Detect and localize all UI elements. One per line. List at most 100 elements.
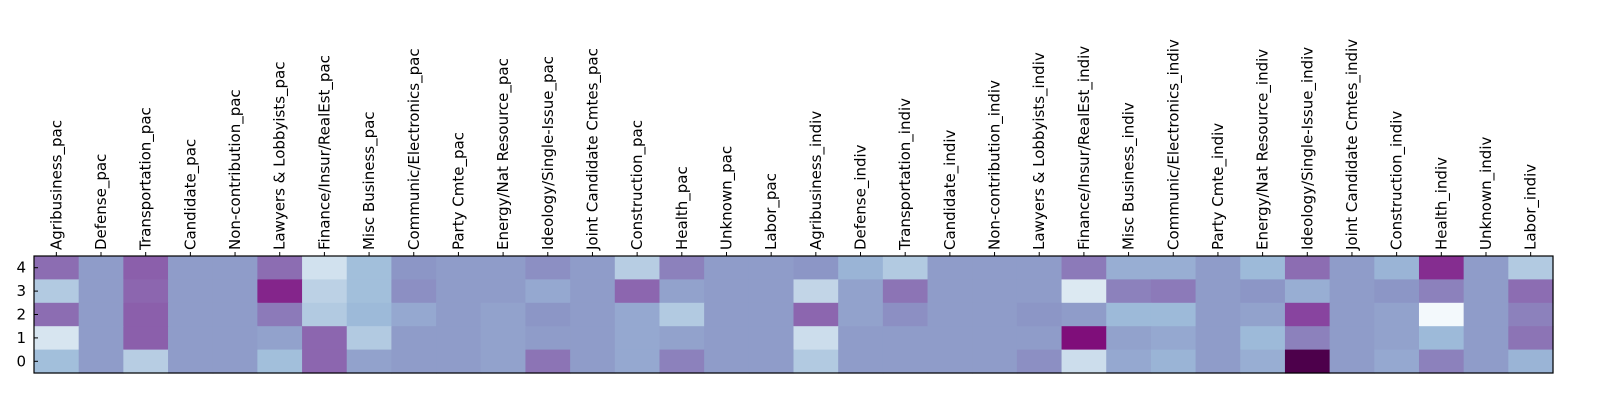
heatmap-cell [570, 302, 616, 327]
y-tick-label: 3 [16, 282, 26, 300]
heatmap-cell [1195, 279, 1241, 304]
heatmap-cell [793, 326, 839, 351]
heatmap-cell [927, 256, 973, 280]
heatmap-cell [882, 302, 929, 327]
heatmap-cell [793, 256, 839, 280]
heatmap-cell [1150, 279, 1197, 304]
heatmap-cell [704, 326, 750, 351]
heatmap-cell [1463, 256, 1509, 280]
x-tick-label: Labor_pac [762, 173, 781, 250]
heatmap-cell [1016, 279, 1063, 304]
heatmap-cell [1374, 302, 1420, 327]
heatmap-cell [1418, 326, 1465, 351]
heatmap-cell [838, 279, 884, 304]
x-tick-label: Joint Candidate Cmtes_indiv [1343, 39, 1362, 251]
heatmap-cell [257, 302, 303, 327]
x-tick-label: Candidate_pac [181, 139, 200, 250]
x-tick-label: Energy/Nat Resource_pac [494, 58, 513, 250]
x-tick-label: Unknown_indiv [1477, 137, 1496, 250]
heatmap-cell [1418, 279, 1465, 304]
heatmap-cell [1508, 349, 1554, 374]
heatmap-cell [257, 349, 303, 374]
heatmap-cell [34, 349, 80, 374]
x-tick-label: Transportation_indiv [896, 98, 915, 251]
heatmap-cell [882, 256, 929, 280]
heatmap-cell [480, 326, 527, 351]
heatmap-cell [838, 256, 884, 280]
heatmap-cell [436, 279, 482, 304]
heatmap-cell [1329, 256, 1375, 280]
heatmap-cell [1508, 279, 1554, 304]
heatmap-cell [1016, 256, 1063, 280]
x-tick-label: Non-contribution_indiv [986, 80, 1005, 250]
heatmap-cell [302, 279, 348, 304]
heatmap-cell [168, 326, 214, 351]
heatmap-cell [972, 349, 1018, 374]
y-ticks: 4 3 2 1 0 [16, 259, 38, 370]
heatmap-cell [1374, 279, 1420, 304]
heatmap-cell [927, 279, 973, 304]
heatmap-cell [972, 256, 1018, 280]
heatmap-cell [614, 326, 661, 351]
heatmap-cell [1463, 326, 1509, 351]
heatmap-cell [659, 349, 705, 374]
heatmap-cell [212, 256, 258, 280]
heatmap-cell [78, 279, 124, 304]
heatmap-cell [1106, 326, 1152, 351]
heatmap-cell [1418, 349, 1465, 374]
heatmap-cell [614, 279, 661, 304]
heatmap-cells [34, 256, 1554, 374]
heatmap-cell [1284, 302, 1331, 327]
heatmap-cell [793, 349, 839, 374]
heatmap-cell [168, 349, 214, 374]
heatmap-cell [1061, 256, 1107, 280]
heatmap-cell [436, 302, 482, 327]
heatmap-cell [1463, 279, 1509, 304]
heatmap-cell [838, 302, 884, 327]
heatmap-cell [1418, 302, 1465, 327]
heatmap-cell [704, 302, 750, 327]
x-tick-label: Joint Candidate Cmtes_pac [583, 48, 602, 251]
heatmap-cell [1508, 302, 1554, 327]
heatmap-cell [1061, 302, 1107, 327]
y-tick-label: 0 [16, 352, 26, 370]
heatmap-cell [346, 256, 393, 280]
heatmap-cell [78, 326, 124, 351]
x-tick-label: Defense_indiv [852, 144, 871, 250]
heatmap-cell [614, 256, 661, 280]
heatmap-cell [480, 256, 527, 280]
heatmap-cell [168, 302, 214, 327]
heatmap-cell [212, 326, 258, 351]
heatmap-cell [748, 279, 795, 304]
heatmap-cell [1106, 256, 1152, 280]
heatmap-cell [480, 349, 527, 374]
heatmap-cell [882, 279, 929, 304]
heatmap-cell [1061, 349, 1107, 374]
heatmap-cell [123, 326, 169, 351]
heatmap-cell [1240, 256, 1286, 280]
heatmap-cell [1150, 326, 1197, 351]
heatmap-cell [1418, 256, 1465, 280]
heatmap-cell [1150, 349, 1197, 374]
heatmap-cell [1374, 326, 1420, 351]
x-tick-label: Energy/Nat Resource_indiv [1254, 49, 1273, 250]
heatmap-cell [302, 302, 348, 327]
heatmap-cell [257, 326, 303, 351]
heatmap-cell [748, 349, 795, 374]
heatmap-cell [212, 349, 258, 374]
heatmap-cell [1195, 256, 1241, 280]
heatmap-cell [1240, 279, 1286, 304]
heatmap-cell [391, 326, 437, 351]
heatmap-cell [704, 256, 750, 280]
heatmap-cell [302, 349, 348, 374]
heatmap-cell [1463, 349, 1509, 374]
heatmap-cell [972, 326, 1018, 351]
x-tick-label: Health_pac [673, 166, 692, 250]
heatmap-cell [1061, 326, 1107, 351]
heatmap-cell [1329, 349, 1375, 374]
x-tick-label: Misc Business_pac [360, 111, 379, 250]
heatmap-cell [436, 326, 482, 351]
heatmap-cell [1240, 349, 1286, 374]
heatmap-cell [391, 302, 437, 327]
heatmap-cell [882, 326, 929, 351]
